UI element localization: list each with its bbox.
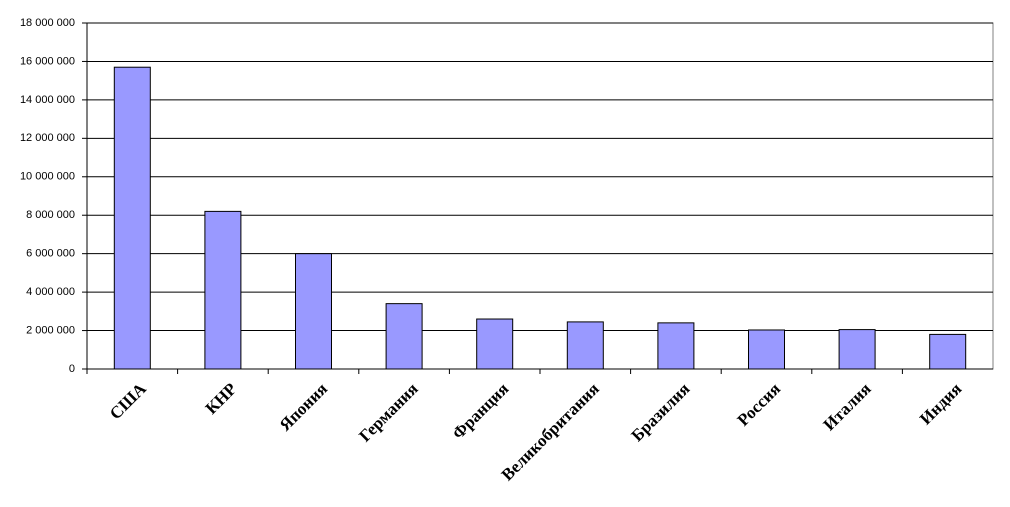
- y-tick-label: 6 000 000: [26, 248, 75, 260]
- bar: [204, 210, 242, 370]
- bar: [476, 318, 514, 370]
- bar: [748, 329, 785, 370]
- x-tick-label: КНР: [202, 379, 241, 418]
- bar: [385, 303, 423, 370]
- x-tick-label: Бразилия: [627, 379, 693, 445]
- y-tick-label: 12 000 000: [20, 132, 75, 144]
- x-tick-label: Индия: [916, 379, 965, 428]
- y-tick-label: 4 000 000: [26, 286, 75, 298]
- x-tick-label: Италия: [820, 379, 875, 434]
- x-tick-label: США: [106, 379, 151, 424]
- y-tick-label: 16 000 000: [20, 55, 75, 67]
- bar: [657, 322, 695, 370]
- x-tick-label: Германия: [355, 379, 421, 445]
- bar: [929, 333, 967, 370]
- y-tick-label: 14 000 000: [20, 94, 75, 106]
- y-tick-label: 18 000 000: [20, 17, 75, 29]
- y-tick-label: 8 000 000: [26, 209, 75, 221]
- x-tick-label: Франция: [449, 379, 513, 443]
- x-tick-label: Великобритания: [498, 379, 603, 484]
- bar: [295, 253, 332, 370]
- bar: [566, 321, 604, 370]
- bar: [838, 329, 876, 370]
- x-tick-label: Россия: [733, 379, 784, 430]
- y-tick-label: 10 000 000: [20, 171, 75, 183]
- x-tick-label: Япония: [276, 379, 331, 434]
- bar: [113, 66, 151, 370]
- y-tick-label: 0: [69, 363, 75, 375]
- y-tick-label: 2 000 000: [26, 324, 75, 336]
